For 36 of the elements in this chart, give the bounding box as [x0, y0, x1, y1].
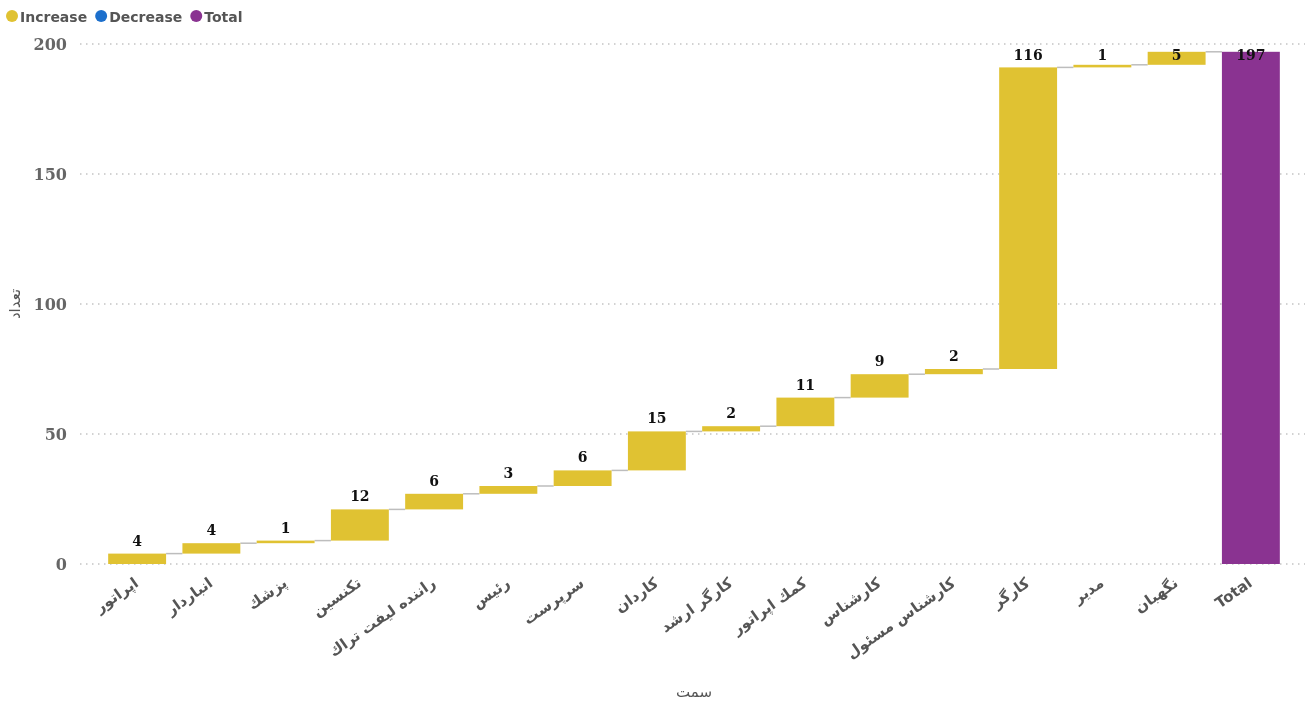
x-tick-label: رئیس	[468, 573, 514, 613]
y-tick-label: 150	[33, 165, 67, 184]
y-axis-title: تعداد	[6, 288, 24, 320]
data-label: 4	[206, 522, 217, 539]
data-label: 116	[1013, 47, 1043, 63]
data-label: 5	[1171, 47, 1182, 63]
data-label: 9	[874, 353, 885, 370]
x-tick-label: کارگر	[988, 573, 1033, 613]
x-tick-label: سرپرست	[519, 573, 588, 629]
data-label: 12	[350, 488, 370, 505]
data-label: 4	[132, 532, 142, 549]
data-label: 1	[280, 519, 291, 536]
data-label: 197	[1236, 47, 1266, 63]
x-tick-label: نگهبان	[1131, 573, 1182, 617]
data-label: 15	[647, 410, 667, 427]
x-tick-label: مدیر	[1069, 573, 1108, 608]
x-tick-label: اپراتور	[91, 573, 142, 617]
x-tick-label: کارشناس	[816, 573, 885, 629]
data-label: 3	[503, 465, 514, 481]
data-label: 2	[726, 405, 736, 422]
y-tick-label: 0	[55, 555, 67, 574]
data-label: 1	[1097, 47, 1108, 63]
data-label: 6	[577, 449, 588, 466]
x-axis-title: سمت	[676, 683, 712, 701]
legend-label: Decrease	[109, 9, 183, 25]
y-tick-label: 100	[33, 295, 67, 314]
y-tick-label: 50	[44, 425, 67, 444]
x-tick-label: پزشك	[244, 573, 291, 614]
x-tick-label: تكنسین	[308, 573, 365, 621]
legend-label: Total	[204, 9, 243, 25]
data-label: 2	[949, 348, 959, 364]
data-label: 11	[795, 376, 816, 393]
y-tick-label: 200	[33, 35, 67, 54]
data-label: 6	[429, 472, 439, 489]
x-tick-label: انباردار	[162, 573, 217, 619]
legend-label: Increase	[20, 9, 88, 25]
